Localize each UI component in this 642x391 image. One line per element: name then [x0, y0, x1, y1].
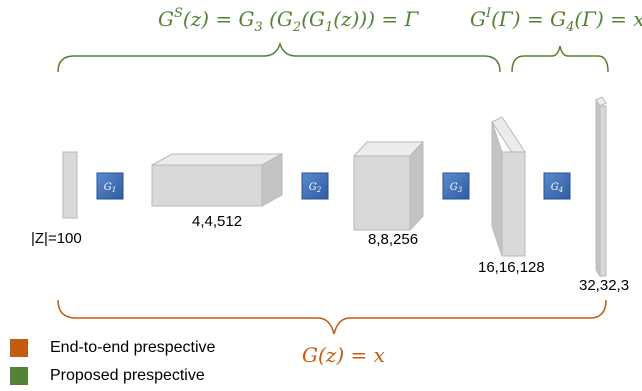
- feature-map-16x16x128: [491, 116, 526, 257]
- generator-block-g1: [96, 172, 124, 200]
- brace-end-to-end: [57, 299, 607, 335]
- legend-label-proposed: Proposed prespective: [50, 367, 205, 384]
- label-32x32x3: 32,32,3: [579, 277, 629, 294]
- equation-top-right: GI(Γ) = G4(Γ) = x: [470, 6, 642, 35]
- feature-map-4x4x512: [151, 153, 283, 207]
- legend-swatch-orange: [10, 339, 28, 357]
- generator-block-g4: [543, 172, 571, 200]
- latent-vector-z: [62, 151, 78, 219]
- label-16x16x128: 16,16,128: [478, 259, 545, 276]
- label-8x8x256: 8,8,256: [368, 231, 418, 248]
- equation-top-left: GS(z) = G3 (G2(G1(z))) = Γ: [158, 6, 419, 35]
- equation-bottom: G(z) = x: [302, 343, 385, 367]
- legend-end-to-end: End-to-end prespective: [10, 339, 215, 357]
- brace-proposed-right: [511, 45, 609, 73]
- brace-proposed-left: [57, 41, 501, 73]
- legend-label-end-to-end: End-to-end prespective: [50, 339, 216, 356]
- generator-block-g3: [442, 172, 470, 200]
- feature-map-32x32x3: [595, 96, 607, 278]
- generator-block-g2: [301, 172, 329, 200]
- feature-map-8x8x256: [352, 140, 425, 232]
- label-4x4x512: 4,4,512: [192, 213, 242, 230]
- legend-swatch-green: [10, 367, 28, 385]
- legend-proposed: Proposed prespective: [10, 367, 205, 385]
- label-z: |Z|=100: [31, 230, 82, 247]
